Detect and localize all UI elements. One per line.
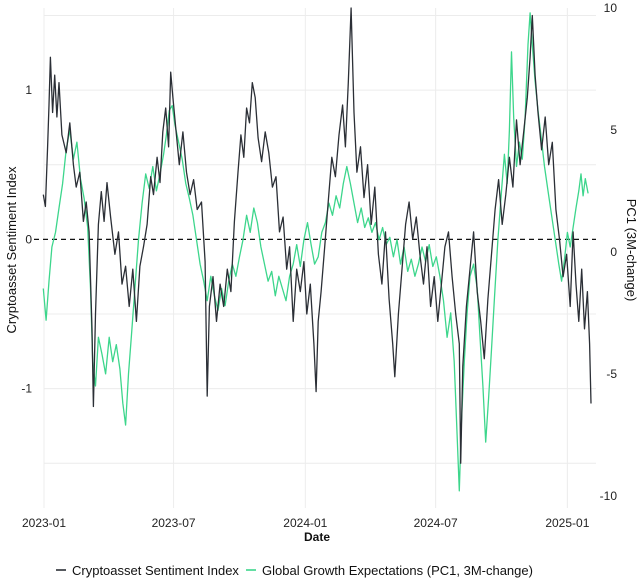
series-layer (42, 7, 592, 492)
x-tick-label: 2024-07 (414, 516, 458, 530)
legend-label-growth: Global Growth Expectations (PC1, 3M-chan… (262, 563, 533, 578)
left-tick-label: -1 (21, 382, 32, 396)
right-tick-label: 0 (610, 245, 617, 259)
left-axis-title: Cryptoasset Sentiment Index (4, 166, 19, 333)
legend: Cryptoasset Sentiment Index Global Growt… (56, 563, 533, 578)
left-tick-label: 0 (25, 232, 32, 246)
x-tick-label: 2023-01 (22, 516, 66, 530)
right-tick-label: -10 (600, 489, 618, 503)
x-tick-label: 2025-01 (545, 516, 589, 530)
series-line-sentiment (42, 7, 592, 464)
right-tick-label: -5 (606, 367, 617, 381)
right-tick-label: 10 (604, 1, 618, 15)
right-axis-ticks: -10 -5 0 5 10 (600, 1, 618, 503)
x-tick-label: 2023-07 (152, 516, 196, 530)
legend-label-sentiment: Cryptoasset Sentiment Index (72, 563, 239, 578)
x-axis-ticks: 2023-01 2023-07 2024-01 2024-07 2025-01 (22, 516, 590, 530)
right-tick-label: 5 (610, 123, 617, 137)
left-axis-ticks: -1 0 1 (21, 83, 32, 396)
grid (43, 8, 596, 508)
left-tick-label: 1 (25, 83, 32, 97)
x-axis-title: Date (304, 530, 330, 544)
x-tick-label: 2024-01 (283, 516, 327, 530)
series-line-growth (42, 12, 589, 492)
right-axis-title: PC1 (3M-change) (624, 199, 639, 302)
